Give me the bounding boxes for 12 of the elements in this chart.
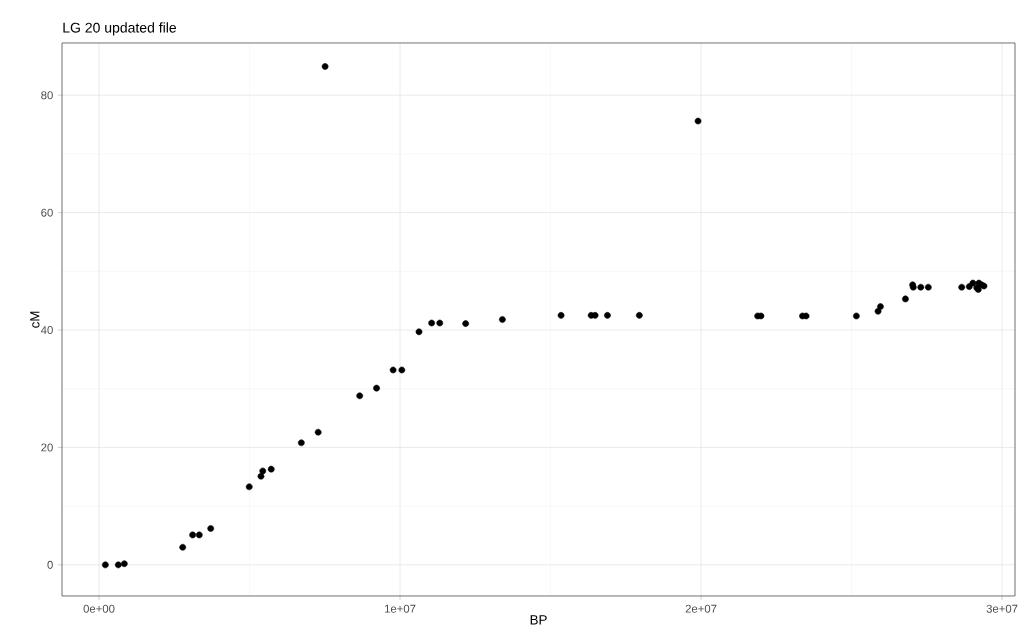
x-tick-label: 0e+00 [83, 604, 115, 613]
x-tick-label: 2e+07 [685, 604, 717, 613]
y-axis-title: cM [30, 311, 40, 328]
y-tick-label: 0 [47, 560, 53, 569]
x-axis-title: BP [530, 615, 547, 625]
y-tick-label: 60 [41, 208, 53, 217]
x-tick-label: 1e+07 [384, 604, 416, 613]
y-tick-label: 40 [40, 326, 53, 335]
x-tick-label: 3e+07 [986, 604, 1018, 613]
y-tick-label: 20 [41, 443, 53, 452]
chart-title: LG 20 updated file [63, 22, 177, 36]
y-tick-label: 80 [41, 91, 53, 100]
